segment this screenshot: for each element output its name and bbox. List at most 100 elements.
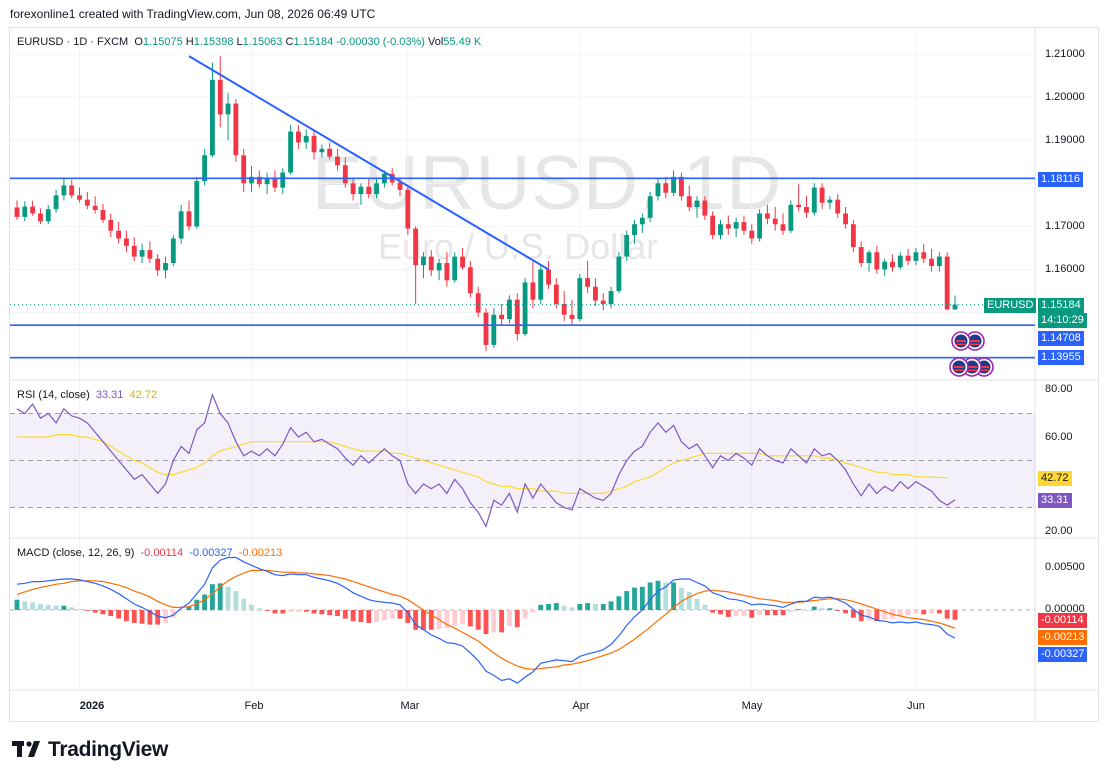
candle-body <box>84 199 90 206</box>
candle-body <box>202 155 208 182</box>
candle-body <box>460 256 465 268</box>
macd-histogram-bar <box>358 610 364 623</box>
macd-histogram-bar <box>366 610 372 623</box>
macd-histogram-bar <box>522 610 528 619</box>
macd-histogram-bar <box>397 610 403 619</box>
macd-legend-macd: -0.00327 <box>189 547 233 559</box>
macd-histogram-bar <box>233 591 239 610</box>
macd-histogram-bar <box>295 610 301 612</box>
macd-histogram-bar <box>428 610 434 630</box>
macd-histogram-bar <box>874 610 880 622</box>
macd-histogram-bar <box>546 603 551 610</box>
candle-body <box>358 186 364 195</box>
macd-histogram-bar <box>663 582 669 610</box>
candle-body <box>835 199 841 214</box>
macd-histogram-bar <box>553 603 559 610</box>
candle-body <box>843 213 848 225</box>
candle-body <box>804 207 809 213</box>
event-flag-stripe <box>979 369 989 372</box>
candle-body <box>405 189 411 229</box>
candle-body <box>514 299 520 335</box>
legend-symbol[interactable]: EURUSD · 1D · FXCM <box>17 36 129 48</box>
macd-histogram-bar <box>38 603 43 610</box>
macd-histogram-bar <box>84 610 90 611</box>
macd-histogram-bar <box>30 602 36 610</box>
macd-histogram-bar <box>600 603 606 610</box>
candle-body <box>593 286 598 301</box>
rsi-ma-label: 42.72 <box>1038 471 1072 486</box>
macd-histogram-bar <box>288 610 294 612</box>
macd-histogram-bar <box>944 610 950 619</box>
tradingview-mark-icon <box>12 741 40 757</box>
macd-histogram-bar <box>827 608 833 610</box>
candle-body <box>905 255 911 261</box>
macd-histogram-bar <box>327 610 333 616</box>
macd-histogram-bar <box>303 610 309 612</box>
macd-histogram-bar <box>475 610 481 630</box>
candle-body <box>467 267 473 294</box>
x-tick-feb: Feb <box>244 700 264 712</box>
candle-body <box>186 211 192 227</box>
macd-histogram-bar <box>780 610 786 616</box>
macd-histogram-bar <box>733 610 739 617</box>
macd-legend-title[interactable]: MACD (close, 12, 26, 9) <box>17 547 135 559</box>
grid-layer <box>10 28 1099 721</box>
macd-pane <box>10 556 1035 684</box>
macd-histogram-bar <box>217 583 223 610</box>
x-tick-apr: Apr <box>572 700 590 712</box>
rsi-legend-value: 33.31 <box>95 389 124 401</box>
level-label-1: 1.18116 <box>1038 172 1083 187</box>
macd-histogram-bar <box>155 610 161 625</box>
event-flag-stripe <box>956 343 966 346</box>
macd-tick: 0.00000 <box>1045 603 1085 615</box>
macd-histogram-bar <box>710 610 716 613</box>
candle-body <box>217 79 223 115</box>
price-tick: 1.19000 <box>1045 134 1085 146</box>
macd-histogram-bar <box>178 610 184 611</box>
macd-histogram-bar <box>61 605 67 610</box>
level-label-2: 1.14708 <box>1038 331 1084 346</box>
candle-body <box>225 103 231 115</box>
candle-body <box>264 178 270 185</box>
candle-body <box>890 261 895 268</box>
candle-body <box>436 263 442 271</box>
level-label-3: 1.13955 <box>1038 350 1084 365</box>
candle-body <box>733 222 739 229</box>
macd-histogram-bar <box>280 610 286 614</box>
candle-body <box>624 235 630 257</box>
candle-body <box>921 252 927 259</box>
macd-histogram-bar <box>272 610 278 614</box>
macd-histogram-bar <box>569 607 575 610</box>
macd-histogram-bar <box>452 610 458 626</box>
macd-histogram-bar <box>639 586 645 610</box>
x-tick-2026: 2026 <box>79 700 105 712</box>
candle-body <box>178 211 184 239</box>
macd-histogram-bar <box>53 605 59 610</box>
macd-legend-signal: -0.00213 <box>238 547 283 559</box>
candle-body <box>163 263 168 271</box>
macd-histogram-bar <box>741 610 747 617</box>
macd-histogram-bar <box>421 610 426 630</box>
macd-histogram-bar <box>866 610 872 621</box>
economic-event-icon <box>949 357 969 377</box>
candle-body <box>882 261 888 270</box>
candle-body <box>608 291 614 304</box>
macd-histogram-bar <box>616 596 622 610</box>
candle-body <box>350 183 356 195</box>
price-tick: 1.20000 <box>1045 91 1085 103</box>
rsi-pane <box>10 392 1035 528</box>
event-flag-stripe <box>967 369 977 372</box>
macd-histogram-bar <box>209 584 215 610</box>
rsi-legend-title[interactable]: RSI (14, close) <box>17 389 90 401</box>
candle-body <box>30 206 36 214</box>
macd-histogram-bar <box>225 586 231 610</box>
candle-body <box>530 282 536 300</box>
macd-signal-line <box>16 569 956 670</box>
candle-body <box>561 303 567 315</box>
macd-histogram-bar <box>311 610 317 614</box>
macd-histogram-bar <box>819 608 825 610</box>
macd-histogram-bar <box>632 587 637 610</box>
tradingview-logo[interactable]: TradingView <box>12 738 168 762</box>
legend-close: 1.15184 <box>293 36 334 48</box>
